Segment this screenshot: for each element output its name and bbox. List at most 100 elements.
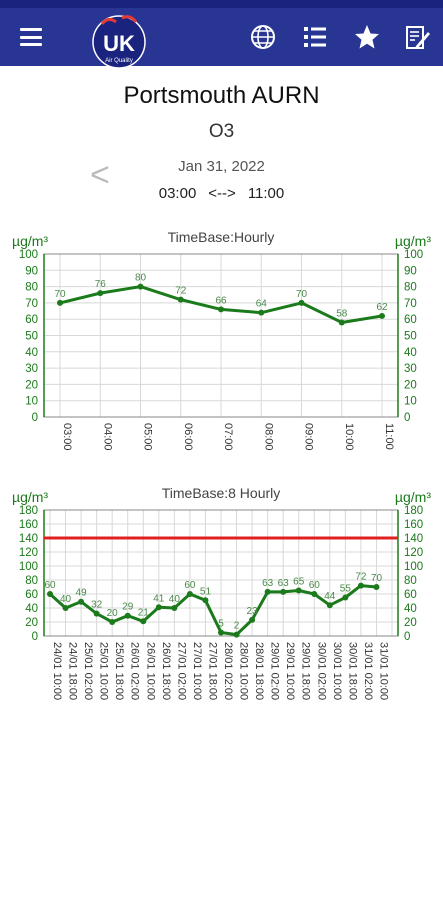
data-point — [47, 591, 53, 597]
y-tick-label-left: 120 — [19, 547, 38, 559]
app-bar: UK Air Quality — [0, 8, 443, 69]
x-tick-label: 29/01 02:00 — [269, 642, 281, 700]
data-label: 70 — [371, 573, 383, 584]
y-tick-label-left: 0 — [32, 412, 38, 424]
data-point — [202, 597, 209, 604]
x-tick-label: 09:00 — [303, 423, 315, 451]
menu-icon[interactable] — [20, 28, 42, 46]
data-label: 80 — [135, 273, 147, 284]
y-tick-label-left: 10 — [25, 396, 38, 408]
data-point — [186, 591, 193, 597]
data-point — [338, 319, 345, 326]
data-label: 64 — [256, 299, 268, 310]
uk-air-quality-logo[interactable]: UK Air Quality — [88, 12, 150, 70]
x-tick-label: 11:00 — [383, 423, 395, 450]
data-label: 60 — [309, 580, 321, 591]
data-point — [379, 312, 385, 319]
data-label: 62 — [376, 302, 388, 313]
pollutant-label: O3 — [208, 121, 235, 142]
data-label: 32 — [91, 600, 103, 611]
data-label: 60 — [184, 580, 196, 591]
x-tick-label: 30/01 18:00 — [346, 642, 358, 700]
data-point — [177, 296, 184, 303]
data-point — [155, 604, 162, 611]
y-axis-label-left: µg/m³ — [12, 233, 48, 249]
edit-note-icon[interactable] — [402, 22, 432, 52]
y-tick-label-left: 100 — [19, 561, 38, 573]
y-tick-label-right: 90 — [404, 265, 417, 277]
x-tick-label: 30/01 10:00 — [331, 642, 343, 700]
data-point — [124, 612, 131, 619]
x-tick-label: 26/01 18:00 — [160, 642, 172, 700]
x-tick-label: 25/01 02:00 — [82, 642, 94, 700]
data-label: 66 — [215, 295, 227, 306]
data-point — [298, 299, 305, 306]
y-tick-label-right: 0 — [404, 412, 410, 424]
x-tick-label: 27/01 18:00 — [206, 642, 218, 700]
y-tick-label-left: 80 — [25, 282, 38, 294]
data-label: 72 — [355, 572, 367, 583]
y-axis-label-right: µg/m³ — [395, 489, 431, 505]
x-tick-label: 28/01 18:00 — [253, 642, 265, 700]
time-separator: <--> — [208, 185, 236, 202]
data-label: 21 — [138, 607, 150, 618]
y-tick-label-left: 90 — [25, 265, 38, 277]
date-label: Jan 31, 2022 — [178, 158, 265, 175]
x-tick-label: 27/01 10:00 — [191, 642, 203, 700]
x-tick-label: 30/01 02:00 — [315, 642, 327, 700]
data-point — [295, 587, 302, 594]
y-tick-label-left: 80 — [25, 575, 38, 587]
y-tick-label-left: 20 — [25, 617, 38, 629]
hourly-chart: TimeBase:Hourly µg/m³ µg/m³ 0 0 10 10 20 20 30 30 4… — [12, 229, 431, 451]
data-label: 49 — [76, 588, 88, 599]
data-label: 60 — [44, 580, 56, 591]
y-tick-label-left: 140 — [19, 533, 38, 545]
data-point — [326, 602, 333, 609]
data-point — [311, 591, 318, 597]
y-tick-label-right: 100 — [404, 561, 423, 573]
data-point — [280, 588, 287, 595]
data-point — [140, 618, 147, 625]
data-point — [57, 299, 63, 306]
x-tick-label: 26/01 02:00 — [129, 642, 141, 700]
data-point — [264, 588, 271, 595]
data-label: 55 — [340, 584, 352, 595]
time-range: 03:00 <--> 11:00 — [0, 185, 443, 202]
y-tick-label-right: 60 — [404, 314, 417, 326]
data-point — [357, 582, 364, 589]
y-tick-label-left: 100 — [19, 249, 38, 261]
y-tick-label-left: 40 — [25, 347, 38, 359]
data-label: 58 — [336, 308, 348, 319]
y-tick-label-right: 120 — [404, 547, 423, 559]
y-axis-label-left: µg/m³ — [12, 489, 48, 505]
y-tick-label-right: 20 — [404, 617, 417, 629]
x-tick-label: 27/01 02:00 — [175, 642, 187, 700]
data-point — [373, 584, 380, 590]
y-tick-label-left: 60 — [25, 314, 38, 326]
data-point — [342, 594, 349, 601]
list-icon[interactable] — [300, 22, 330, 52]
x-tick-label: 10:00 — [343, 423, 355, 451]
star-icon[interactable] — [352, 22, 382, 52]
y-tick-label-right: 0 — [404, 631, 410, 643]
data-point — [93, 610, 100, 617]
data-label: 51 — [200, 586, 212, 597]
y-tick-label-right: 100 — [404, 249, 423, 261]
x-tick-label: 24/01 18:00 — [67, 642, 79, 700]
data-label: 40 — [60, 594, 72, 605]
data-label: 76 — [95, 279, 107, 290]
y-tick-label-right: 40 — [404, 347, 417, 359]
globe-icon[interactable] — [248, 22, 278, 52]
previous-day-button[interactable]: < — [90, 156, 110, 194]
data-label: 63 — [262, 578, 274, 589]
y-tick-label-right: 20 — [404, 379, 417, 391]
x-tick-label: 28/01 02:00 — [222, 642, 234, 700]
x-tick-label: 24/01 10:00 — [51, 642, 63, 700]
y-tick-label-right: 80 — [404, 282, 417, 294]
x-tick-label: 28/01 10:00 — [238, 642, 250, 700]
y-tick-label-right: 160 — [404, 519, 423, 531]
data-label: 65 — [293, 577, 305, 588]
x-tick-label: 25/01 18:00 — [113, 642, 125, 700]
x-tick-label: 03:00 — [61, 423, 73, 451]
